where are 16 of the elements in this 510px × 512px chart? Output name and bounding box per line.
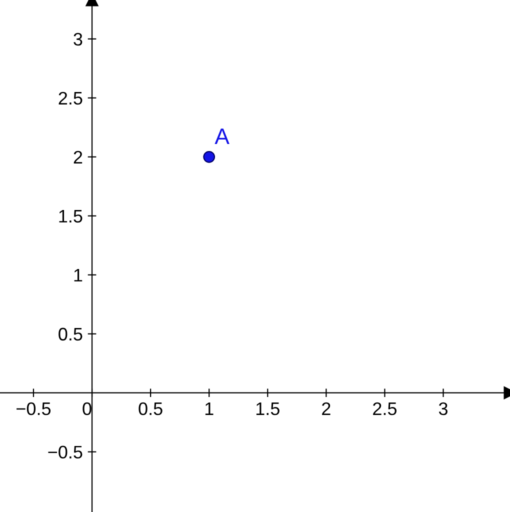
series-label: A [214,128,230,144]
x-tick-label: 0.5 [138,402,162,416]
x-tick-label: 1 [205,402,214,415]
x-tick-label: 3 [438,402,448,416]
x-tick-label: 0 [82,402,92,416]
x-tick-label: 2 [322,402,330,415]
y-tick-label: 1.5 [59,210,82,223]
y-tick-label: 1 [74,268,82,282]
y-tick-label: 3 [74,32,82,46]
x-tick-label: 1.5 [256,402,280,416]
x-tick-label: −0.5 [16,402,51,416]
y-tick-label: 2.5 [58,92,82,105]
y-tick-label: −0.5 [48,446,82,459]
y-tick-label: 2 [74,150,82,164]
x-tick-label: 2.5 [373,402,397,416]
y-tick-label: 0.5 [58,328,82,341]
